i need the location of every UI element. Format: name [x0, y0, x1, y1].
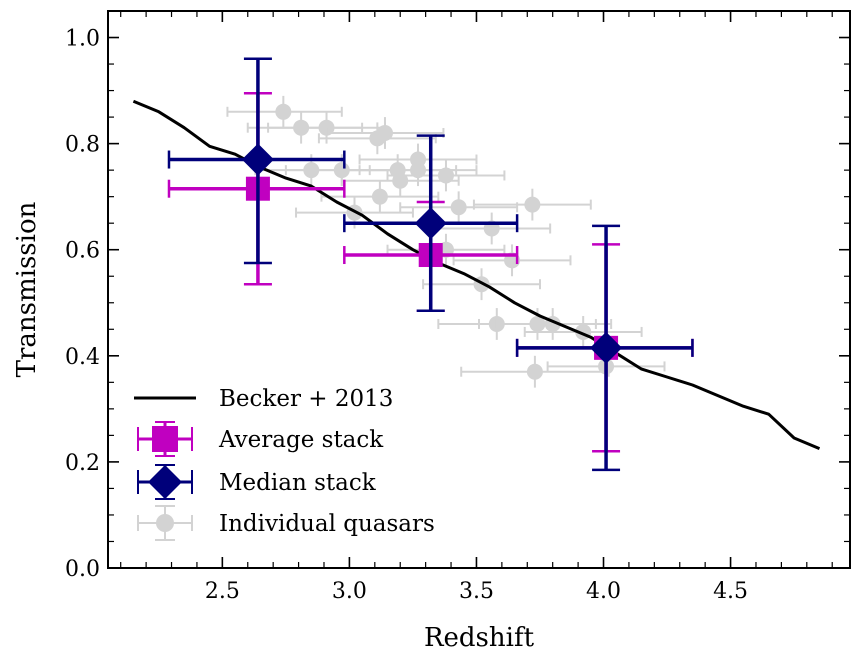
legend: Becker + 2013 Average stack Median stack In…: [134, 386, 435, 541]
individual-quasar-point: [399, 191, 519, 224]
x-axis-label: Redshift: [424, 623, 535, 653]
x-tick-label: 2.5: [205, 579, 240, 604]
x-tick-label: 3.0: [332, 579, 367, 604]
x-tick-label: 4.5: [713, 579, 748, 604]
axes-layer: 2.5 3.0 3.5 4.0 4.5 0.0 0.2 0.4 0.6 0.8 1.0 Redshif…: [12, 10, 851, 653]
individual-quasar-marker: [318, 119, 335, 136]
legend-label: Individual quasars: [219, 511, 435, 537]
median-stack-marker: [241, 143, 274, 176]
individual-quasar-point: [523, 316, 643, 348]
legend-label: Becker + 2013: [219, 386, 393, 412]
individual-quasar-marker: [450, 199, 467, 216]
individual-quasar-point: [325, 117, 445, 149]
y-tick-label: 0.8: [65, 133, 100, 158]
individual-quasar-point: [226, 95, 343, 128]
individual-quasar-marker: [371, 188, 388, 205]
legend-label: Median stack: [219, 470, 377, 496]
y-tick-label: 0.0: [65, 557, 100, 582]
legend-label: Average stack: [218, 427, 384, 453]
median-stack-layer: [167, 57, 694, 472]
y-tick-label: 0.4: [65, 345, 100, 370]
individual-quasar-point: [472, 188, 592, 221]
x-tick-label: 4.0: [586, 579, 621, 604]
legend-entry: Median stack: [137, 464, 377, 500]
y-tick-label: 1.0: [65, 27, 100, 52]
x-tick-label: 3.5: [459, 579, 494, 604]
y-axis-label: Transmission: [12, 201, 42, 377]
y-tick-label: 0.2: [65, 451, 100, 476]
individual-quasar-marker: [524, 196, 541, 213]
median-stack-point: [515, 224, 694, 472]
individual-quasar-marker: [437, 167, 454, 184]
legend-marker-diamond: [148, 465, 182, 499]
legend-entry: Average stack: [137, 421, 384, 457]
y-tick-label: 0.6: [65, 239, 100, 264]
individual-quasar-marker: [275, 103, 292, 120]
median-stack-point: [167, 57, 346, 265]
median-stack-marker: [414, 207, 447, 240]
plot-frame: [107, 10, 851, 569]
median-stack-point: [343, 134, 519, 312]
individual-quasar-point: [460, 355, 610, 388]
legend-entry: Individual quasars: [137, 505, 435, 541]
legend-marker-circle: [156, 514, 174, 532]
individual-quasar-marker: [526, 363, 543, 380]
individual-quasar-marker: [410, 162, 427, 179]
individual-quasar-point: [386, 159, 506, 192]
legend-entry: Becker + 2013: [134, 386, 393, 412]
individual-quasar-point: [493, 308, 613, 340]
individual-quasar-marker: [376, 125, 393, 142]
individual-quasar-point: [358, 154, 478, 187]
legend-marker-square: [152, 426, 178, 452]
median-stack-marker: [590, 331, 623, 364]
individual-quasar-marker: [392, 172, 409, 189]
individual-quasar-point: [340, 164, 460, 197]
